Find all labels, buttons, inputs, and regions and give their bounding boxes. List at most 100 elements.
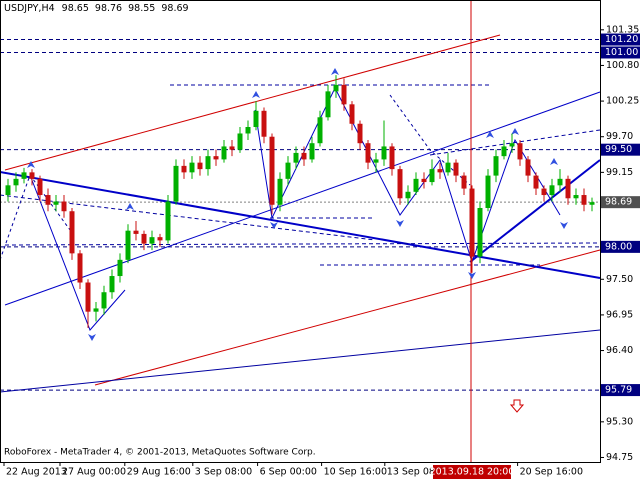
fractal-up: [550, 158, 558, 165]
high-value: 98.76: [95, 3, 122, 14]
candle-body: [341, 84, 347, 105]
y-tick-label: 101.35: [606, 24, 639, 35]
candle-body: [461, 175, 467, 189]
candle-body: [525, 159, 531, 176]
candle-body: [149, 237, 155, 244]
grid-layer: [0, 39, 600, 391]
level-label: 101.20: [605, 34, 638, 45]
fractal-arrows: [27, 68, 568, 341]
fractal-up: [27, 161, 35, 168]
candle-body: [293, 152, 299, 163]
candle-body: [581, 195, 587, 205]
candle-body: [389, 146, 395, 170]
candle-body: [125, 230, 131, 260]
level-box: [601, 240, 640, 253]
candle-body: [13, 178, 19, 186]
x-tick-label: 6 Sep 00:00: [260, 467, 317, 478]
price-box: [601, 196, 640, 209]
candle-body: [141, 233, 147, 244]
candle-body: [437, 169, 443, 173]
candle-body: [565, 178, 571, 199]
candle-body: [269, 136, 275, 205]
low-value: 98.55: [128, 3, 155, 14]
level-box: [601, 384, 640, 397]
candle-body: [373, 159, 379, 163]
x-tick-label: 13 Sep 08:00: [387, 467, 450, 478]
candle-body: [93, 308, 99, 312]
candle-body: [541, 188, 547, 196]
fractal-down: [468, 272, 476, 279]
candle-body: [5, 185, 11, 196]
marker-label: 2013.09.18 20:00: [430, 467, 515, 478]
candle-body: [245, 127, 251, 134]
y-tick-label: 95.30: [606, 416, 633, 427]
fractal-down: [88, 334, 96, 341]
credit: RoboForex - MetaTrader 4, © 2001-2013, M…: [4, 448, 316, 458]
candle-body: [133, 230, 139, 234]
candle-body: [117, 259, 123, 277]
candle-body: [517, 143, 523, 160]
candle-body: [53, 201, 59, 205]
candle-body: [469, 188, 475, 257]
candle-body: [333, 84, 339, 92]
chart-header: USDJPY,H4 98.65 98.76 98.55 98.69: [4, 3, 189, 14]
candle-body: [493, 156, 499, 176]
candle-body: [69, 211, 75, 254]
trend-line: [0, 171, 601, 279]
candle-body: [237, 133, 243, 150]
candles-layer: [5, 75, 595, 328]
fractal-up: [252, 91, 260, 98]
candle-body: [589, 202, 595, 205]
trend-line: [94, 249, 601, 386]
candle-body: [445, 162, 451, 173]
candle-body: [477, 207, 483, 257]
candle-body: [157, 237, 163, 241]
candle-body: [533, 175, 539, 189]
candle-body: [549, 185, 555, 196]
candle-body: [173, 165, 179, 202]
trend-line: [4, 34, 501, 171]
fractal-down: [396, 220, 404, 227]
open-value: 98.65: [62, 3, 89, 14]
candle-body: [397, 169, 403, 199]
candle-body: [325, 91, 331, 118]
zigzag: [29, 174, 126, 331]
symbol: USDJPY,H4: [4, 3, 55, 14]
y-tick-label: 96.40: [606, 345, 633, 356]
level-box: [601, 33, 640, 46]
fractal-up: [511, 128, 519, 135]
candle-body: [77, 253, 83, 283]
candle-body: [205, 156, 211, 170]
y-tick-label: 96.95: [606, 309, 633, 320]
y-tick-label: 100.80: [606, 60, 639, 71]
dashed-line: [429, 129, 601, 156]
close-value: 98.69: [161, 3, 188, 14]
candle-body: [509, 143, 515, 147]
candle-body: [381, 146, 387, 160]
fractal-down: [270, 222, 278, 229]
candle-body: [213, 156, 219, 160]
candle-body: [501, 146, 507, 157]
y-tick-label: 94.75: [606, 452, 633, 463]
fractal-up: [331, 68, 339, 75]
candle-body: [573, 195, 579, 199]
trend-line: [4, 91, 601, 306]
x-tick-label: 22 Aug 2013: [6, 467, 67, 478]
candle-body: [197, 162, 203, 170]
candle-body: [301, 152, 307, 160]
candle-body: [309, 143, 315, 160]
candle-body: [405, 191, 411, 199]
candle-body: [261, 110, 267, 137]
candle-body: [29, 172, 35, 179]
fractal-up: [486, 131, 494, 138]
y-tick-label: 100.25: [606, 96, 639, 107]
marker-box: [433, 465, 511, 479]
trend-line: [0, 329, 601, 393]
candle-body: [61, 201, 67, 212]
candle-body: [253, 110, 259, 128]
level-box: [601, 46, 640, 59]
x-tick-label: 3 Sep 08:00: [195, 467, 252, 478]
candle-body: [165, 201, 171, 241]
